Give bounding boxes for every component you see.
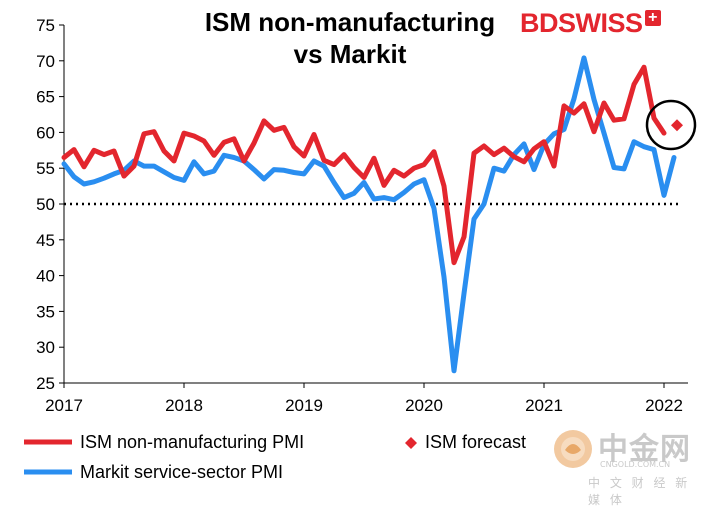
legend-label-forecast: ISM forecast	[425, 432, 527, 452]
x-tick-label: 2020	[405, 396, 443, 415]
y-tick-label: 70	[36, 52, 55, 71]
y-tick-label: 75	[36, 16, 55, 35]
series-line-ism	[61, 64, 667, 266]
y-tick-label: 50	[36, 195, 55, 214]
brand-bd: BD	[520, 8, 559, 38]
watermark-main: 中金网	[598, 432, 691, 467]
x-tick-label: 2018	[165, 396, 203, 415]
brand-plus-icon: +	[644, 10, 661, 26]
chart-title-line1: ISM non-manufacturing	[204, 7, 496, 37]
y-tick-label: 65	[36, 88, 55, 107]
watermark-coin-icon	[554, 430, 592, 468]
legend-label-markit: Markit service-sector PMI	[80, 462, 284, 482]
legend-diamond-forecast-icon	[405, 437, 417, 449]
y-tick-label: 60	[36, 123, 55, 142]
legend-label-ism: ISM non-manufacturing PMI	[80, 432, 305, 452]
chart-title-line2: vs Markit	[293, 39, 407, 69]
watermark-sub: 中 文 财 经 新 媒 体	[588, 476, 691, 507]
y-tick-label: 30	[36, 338, 55, 357]
x-tick-label: 2021	[525, 396, 563, 415]
x-tick-label: 2017	[45, 396, 83, 415]
y-tick-label: 55	[36, 159, 55, 178]
axes	[59, 24, 688, 388]
brand-logo: BDSWISS +	[520, 8, 661, 39]
watermark-url: CNGOLD.COM.CN	[600, 460, 671, 469]
y-tick-label: 35	[36, 302, 55, 321]
legend-line-ism-icon	[24, 439, 72, 445]
y-tick-label: 40	[36, 267, 55, 286]
tick-labels: 25 30 35 40 45 50 55 60 65 70 75 2017 2018 2019 2020 20…	[36, 16, 683, 415]
series-line-markit	[61, 55, 677, 374]
legend-line-markit-icon	[24, 469, 72, 475]
y-tick-label: 25	[36, 374, 55, 393]
x-tick-label: 2019	[285, 396, 323, 415]
forecast-diamond-point	[671, 119, 683, 132]
brand-swiss: SWISS	[558, 8, 643, 38]
x-tick-label: 2022	[645, 396, 683, 415]
highlight-circle	[645, 99, 697, 151]
series-layer	[61, 55, 697, 374]
y-tick-label: 45	[36, 231, 55, 250]
